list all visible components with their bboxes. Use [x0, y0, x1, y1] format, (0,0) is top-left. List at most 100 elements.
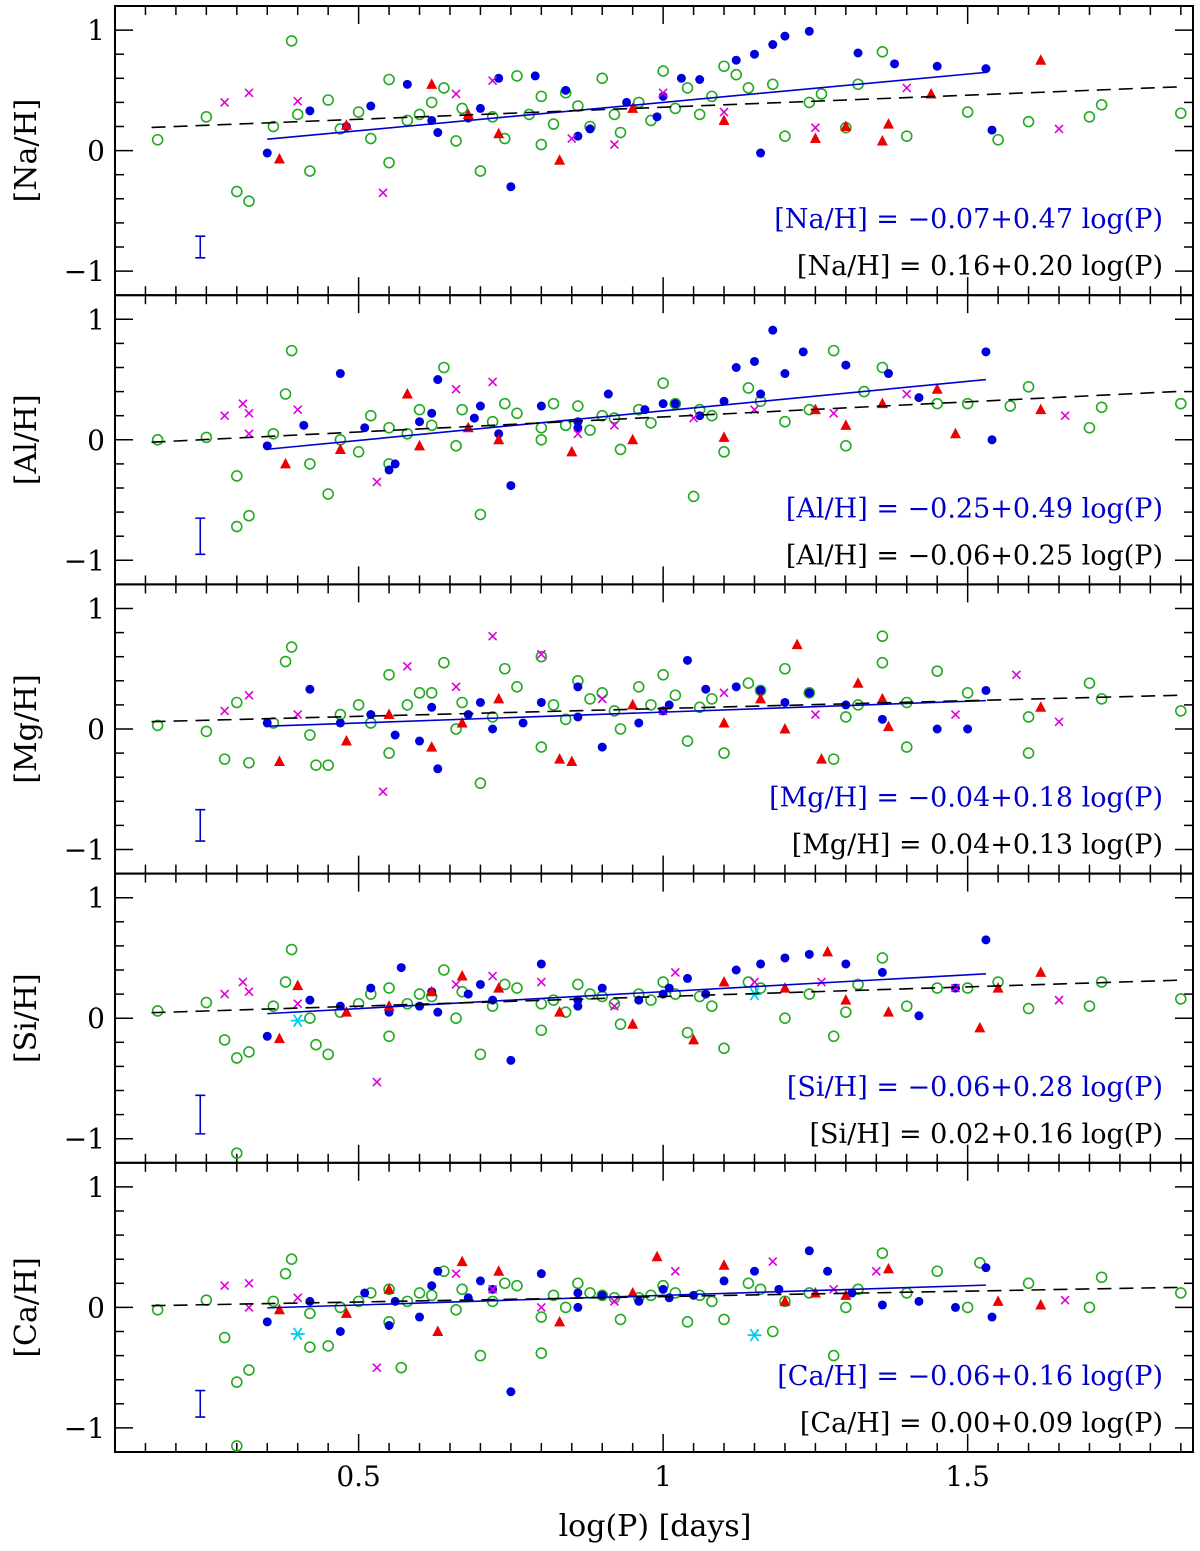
data-point-triangle [779, 1295, 791, 1306]
data-point-open-circle [218, 753, 231, 765]
data-point-cross [950, 983, 961, 993]
data-point-triangle [426, 78, 438, 89]
data-point-open-circle [383, 982, 395, 994]
data-point-open-circle [474, 508, 487, 521]
data-point-triangle [809, 132, 821, 144]
data-point-triangle [1035, 701, 1047, 712]
fit-equation-sample: [Mg/H] = −0.04+0.18 log(P) [769, 783, 1163, 814]
data-point-filled-circle [597, 742, 607, 752]
data-point-open-circle [754, 982, 767, 994]
data-point-cross [488, 76, 498, 86]
data-point-open-circle [383, 73, 395, 86]
data-point-filled-circle [305, 684, 315, 694]
data-point-triangle [566, 445, 578, 457]
data-point-filled-circle [433, 1007, 443, 1017]
data-point-cross [293, 96, 303, 106]
data-point-filled-circle [573, 995, 583, 1005]
data-point-open-circle [383, 1030, 395, 1043]
data-point-open-circle [304, 729, 316, 741]
error-bar [195, 808, 206, 842]
data-point-cross [573, 429, 583, 439]
fit-equation-sample: [Ca/H] = −0.06+0.16 log(P) [777, 1361, 1163, 1392]
data-point-cross [244, 429, 254, 439]
data-point-filled-circle [536, 959, 546, 969]
data-point-open-circle [1083, 111, 1096, 123]
data-point-filled-circle [366, 101, 376, 111]
data-point-open-circle [645, 994, 657, 1006]
data-point-triangle [718, 976, 730, 987]
data-point-open-circle [304, 1307, 316, 1320]
data-point-open-circle [657, 668, 669, 681]
data-point-triangle [493, 1265, 505, 1276]
data-point-open-circle [559, 713, 572, 726]
data-point-filled-circle [427, 115, 437, 125]
data-point-open-circle [687, 490, 700, 503]
data-point-open-circle [285, 943, 298, 956]
data-point-open-circle [572, 1277, 584, 1290]
data-point-open-circle [614, 126, 627, 139]
data-point-open-circle [279, 388, 292, 400]
data-point-open-circle [693, 108, 706, 121]
data-point-open-circle [1083, 421, 1096, 434]
data-point-filled-circle [634, 718, 644, 728]
data-point-open-circle [322, 488, 334, 500]
data-point-filled-circle [670, 399, 680, 409]
data-point-filled-circle [463, 710, 473, 720]
data-point-open-circle [779, 1012, 791, 1025]
data-point-open-circle [547, 1289, 560, 1302]
error-bar [195, 235, 206, 259]
data-point-filled-circle [756, 389, 766, 399]
data-point-filled-circle [701, 684, 711, 694]
data-point-open-circle [718, 1313, 730, 1326]
data-point-cross [220, 97, 230, 107]
y-axis-label: [Si/H] [9, 973, 44, 1063]
data-point-triangle [876, 692, 888, 704]
data-point-triangle [718, 431, 730, 442]
data-point-open-circle [1083, 1000, 1096, 1012]
data-point-filled-circle [494, 429, 504, 439]
data-point-open-circle [450, 723, 462, 735]
x-axis-label: log(P) [days] [559, 1509, 752, 1544]
data-point-filled-circle [299, 420, 309, 430]
data-point-open-circle [535, 421, 548, 434]
data-point-open-circle [231, 185, 243, 198]
data-point-filled-circle [262, 1031, 272, 1041]
data-point-open-circle [1095, 99, 1108, 111]
data-point-filled-circle [877, 967, 887, 977]
data-point-filled-circle [536, 401, 546, 411]
panel-1: 1 0 −1 [Al/H] [Al/H] = −0.25+0.49 log(P) [Al/… [9, 294, 1194, 586]
data-point-triangle [627, 433, 639, 445]
data-point-filled-circle [780, 953, 790, 963]
data-point-triangle [432, 1325, 444, 1336]
data-point-open-circle [961, 1301, 974, 1314]
data-point-open-circle [1175, 397, 1187, 410]
data-point-asterisk [747, 1328, 762, 1342]
data-point-open-circle [231, 696, 243, 709]
data-point-filled-circle [749, 49, 759, 59]
data-point-triangle [493, 692, 505, 704]
data-point-filled-circle [731, 55, 741, 65]
data-point-filled-circle [475, 401, 485, 411]
data-point-open-circle [413, 988, 426, 1000]
data-point-cross [220, 1281, 230, 1291]
data-point-open-circle [840, 1301, 852, 1314]
data-point-open-circle [876, 1247, 889, 1259]
data-point-open-circle [730, 68, 743, 81]
y-tick-label: 0 [87, 1291, 105, 1324]
data-point-filled-circle [536, 1269, 546, 1279]
data-point-open-circle [961, 687, 974, 699]
data-point-cross [670, 1266, 680, 1276]
data-point-open-circle [456, 696, 468, 709]
data-point-cross [1054, 124, 1064, 134]
data-point-open-circle [474, 165, 487, 177]
data-point-open-circle [645, 417, 657, 429]
data-point-open-circle [401, 427, 414, 440]
fit-equation-sample: [Al/H] = −0.25+0.49 log(P) [786, 493, 1163, 524]
data-point-cross [244, 88, 254, 98]
data-point-filled-circle [366, 710, 376, 720]
data-point-open-circle [498, 397, 511, 410]
data-point-triangle [334, 443, 346, 454]
data-point-open-circle [1095, 401, 1108, 414]
data-point-open-circle [718, 60, 730, 73]
